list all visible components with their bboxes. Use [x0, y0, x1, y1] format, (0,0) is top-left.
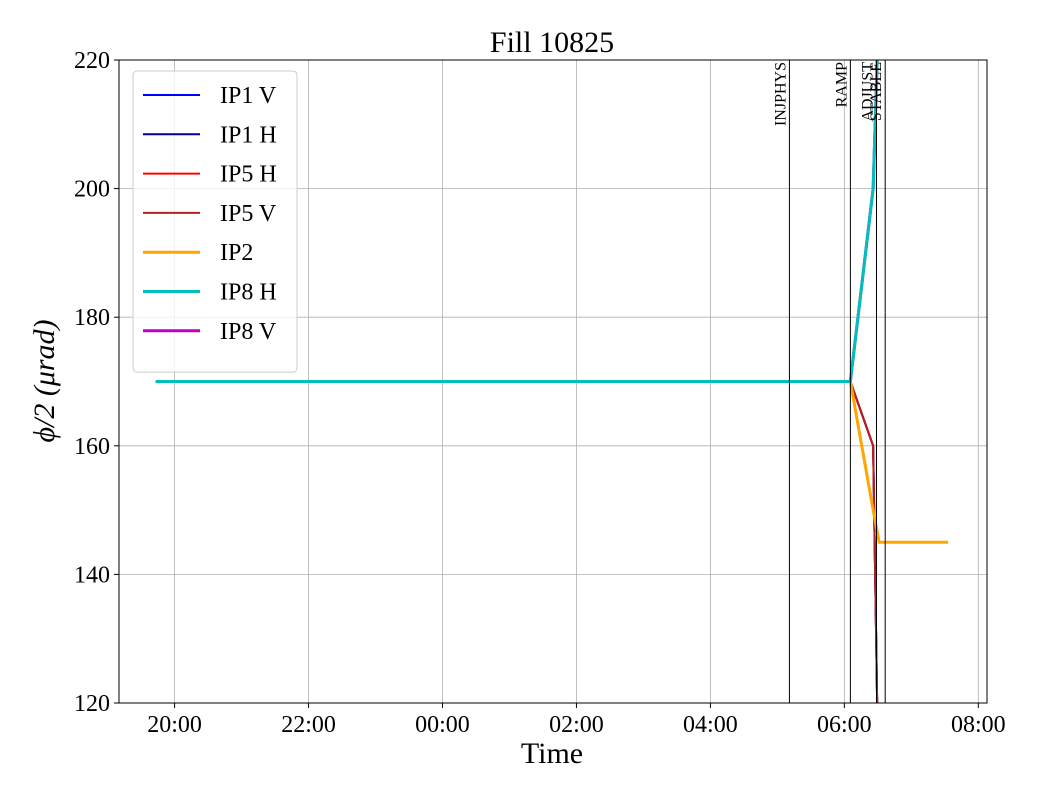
series-line [155, 60, 879, 383]
series-line [155, 380, 949, 544]
x-tick-label: 06:00 [817, 712, 872, 738]
x-tick-label: 00:00 [415, 712, 470, 738]
phase-label: STABLE [868, 62, 885, 121]
y-tick-label: 160 [74, 434, 110, 460]
legend-label: IP2 [220, 240, 253, 266]
y-tick-label: 140 [74, 562, 110, 588]
y-tick-label: 220 [74, 48, 110, 74]
series-line [155, 380, 879, 703]
x-tick-label: 04:00 [683, 712, 738, 738]
plot-lines [155, 60, 949, 703]
series-line [155, 380, 879, 703]
legend-label: IP8 V [220, 319, 277, 345]
x-tick-label: 02:00 [549, 712, 604, 738]
legend-label: IP1 H [220, 122, 277, 148]
foreground: 120 140 160 180 200 220 20:00 22:00 00:00 02:00 04… [74, 48, 1006, 738]
legend-label: IP8 H [220, 280, 277, 306]
x-tick-label: 20:00 [147, 712, 202, 738]
phase-label: INJPHYS [772, 62, 789, 126]
y-axis-label: ϕ/2 (μrad) [28, 319, 61, 442]
phase-label: ADJUST [859, 62, 876, 122]
y-tick-label: 180 [74, 305, 110, 331]
legend-label: IP5 H [220, 162, 277, 188]
y-tick-label: 200 [74, 177, 110, 203]
x-tick-label: 22:00 [281, 712, 336, 738]
plot-frame [118, 59, 988, 704]
legend-label: IP5 V [220, 201, 277, 227]
series-line [155, 380, 879, 703]
legend-box [132, 70, 298, 373]
y-tick-label: 120 [74, 691, 110, 717]
chart-title: Fill 10825 [490, 26, 614, 59]
legend-label: IP1 V [220, 83, 277, 109]
series-line [155, 380, 879, 703]
x-axis-label: Time [521, 737, 583, 770]
phase-label: RAMP [833, 62, 850, 107]
x-tick-label: 08:00 [951, 712, 1006, 738]
